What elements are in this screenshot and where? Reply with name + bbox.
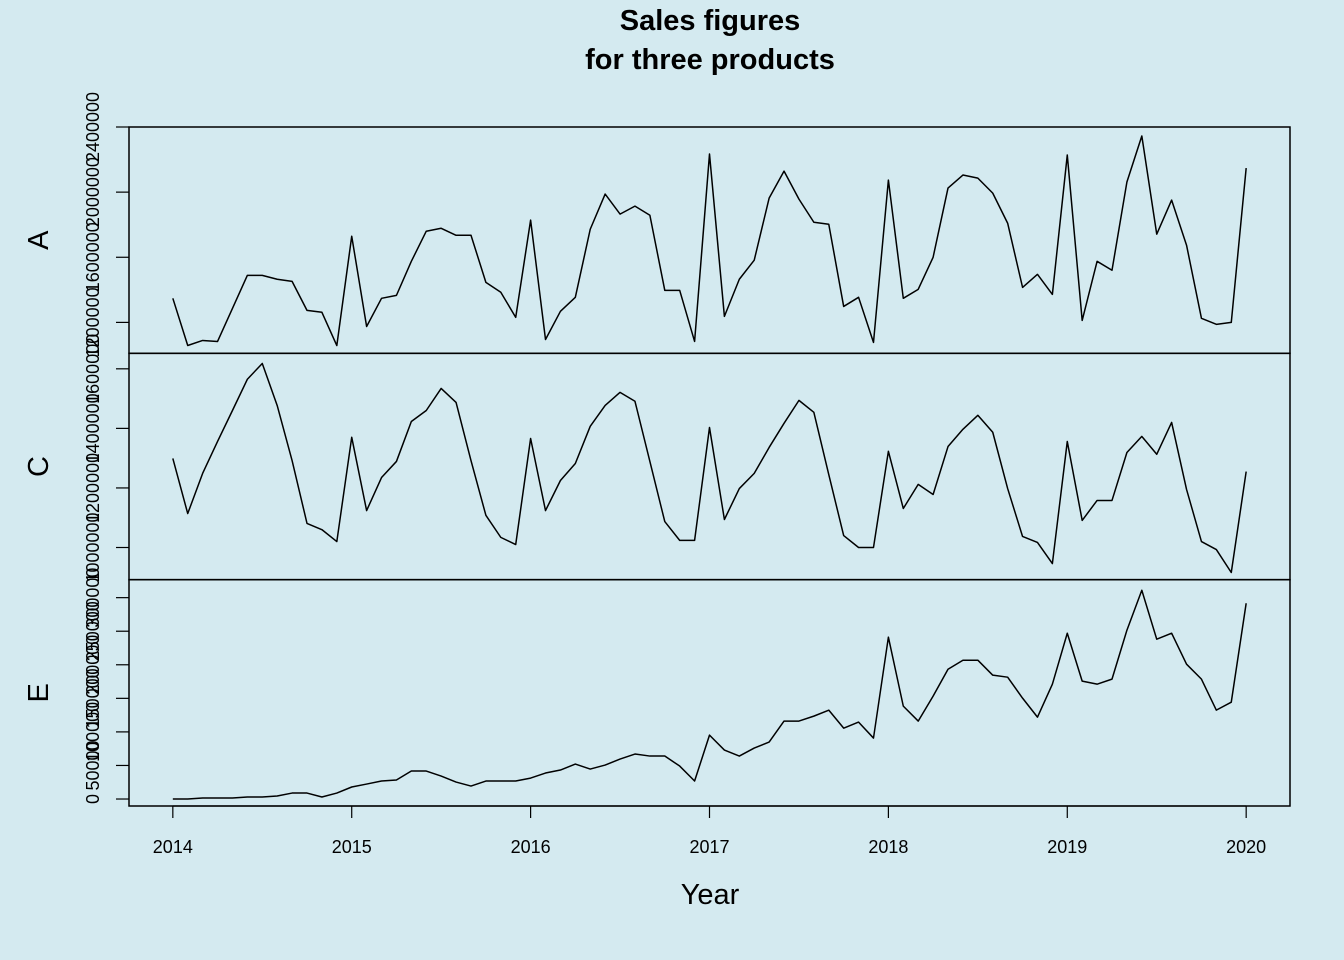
y-tick-label: 1400000	[83, 393, 103, 463]
y-tick-label: 2400000	[83, 92, 103, 162]
y-tick-label: 150000	[83, 668, 103, 728]
y-tick-label: 2000000	[83, 157, 103, 227]
x-tick-label: 2015	[332, 837, 372, 857]
y-tick-label: 1200000	[83, 453, 103, 523]
x-tick-label: 2014	[153, 837, 193, 857]
y-tick-label: 100000	[83, 702, 103, 762]
x-tick-label: 2016	[511, 837, 551, 857]
y-tick-label: 1600000	[83, 222, 103, 292]
x-tick-label: 2018	[868, 837, 908, 857]
chart-subtitle: for three products	[585, 44, 835, 76]
chart-title: Sales figures	[620, 5, 801, 37]
y-tick-label: 50000	[83, 740, 103, 790]
y-axis-label: C	[23, 456, 55, 477]
x-tick-label: 2020	[1226, 837, 1266, 857]
series-line	[172, 589, 1247, 800]
series-line	[172, 362, 1247, 574]
x-tick-label: 2019	[1047, 837, 1087, 857]
y-axis-label: A	[23, 230, 55, 250]
y-tick-label: 1000000	[83, 512, 103, 582]
y-axis-label: E	[23, 683, 55, 702]
y-tick-label: 1200000	[83, 287, 103, 357]
y-tick-label: 0	[83, 794, 103, 804]
y-tick-label: 200000	[83, 635, 103, 695]
x-axis-label: Year	[681, 879, 740, 911]
y-tick-label: 1600000	[83, 334, 103, 404]
y-tick-label: 300000	[83, 568, 103, 628]
y-tick-label: 250000	[83, 601, 103, 661]
x-tick-label: 2017	[689, 837, 729, 857]
series-line	[172, 135, 1247, 347]
